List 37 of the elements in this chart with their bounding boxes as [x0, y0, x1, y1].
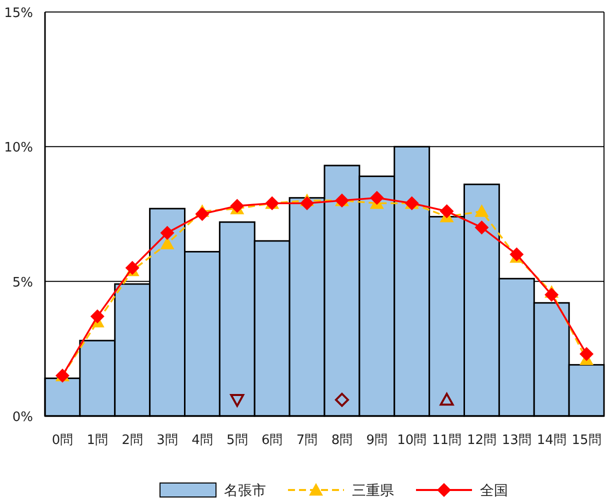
legend-label: 三重県	[352, 483, 394, 499]
x-tick-label: 12問	[466, 433, 496, 448]
x-tick-label: 15問	[572, 433, 602, 448]
point	[370, 190, 384, 205]
point	[510, 247, 524, 262]
x-tick-label: 3問	[156, 433, 178, 448]
x-tick-label: 7問	[296, 433, 318, 448]
x-tick-label: 11問	[432, 433, 462, 448]
point	[125, 260, 140, 275]
x-tick-label: 1問	[86, 433, 108, 448]
point	[195, 207, 210, 221]
point	[544, 288, 559, 302]
y-tick-label: 10%	[4, 140, 33, 156]
x-tick-label: 4問	[192, 433, 213, 448]
x-tick-label: 9問	[366, 433, 388, 448]
x-tick-label: 2問	[122, 433, 143, 448]
x-tick-label: 0問	[52, 433, 74, 448]
point	[160, 226, 174, 240]
point	[160, 236, 174, 250]
point	[474, 220, 489, 234]
x-tick-label: 5問	[226, 433, 248, 448]
point	[230, 198, 244, 213]
point	[580, 347, 594, 362]
x-tick-label: 6問	[261, 433, 283, 448]
legend-label: 全国	[480, 483, 508, 499]
x-tick-label: 13問	[502, 433, 532, 448]
x-tick-label: 14問	[536, 433, 566, 448]
point	[300, 196, 314, 210]
x-tick-label: 10問	[397, 433, 427, 448]
x-tick-label: 8問	[331, 433, 353, 448]
point	[440, 204, 454, 218]
point	[90, 309, 104, 324]
point	[474, 204, 489, 217]
legend-label: 名張市	[224, 483, 266, 499]
y-tick-label: 15%	[4, 6, 33, 21]
y-tick-label: 0%	[12, 410, 33, 425]
y-tick-label: 5%	[12, 275, 33, 290]
